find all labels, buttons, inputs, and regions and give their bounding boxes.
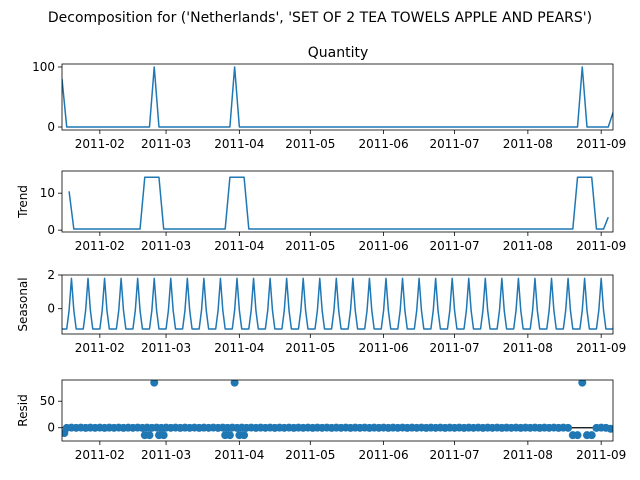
y-axis-label: Resid	[16, 394, 30, 426]
resid-point	[145, 431, 154, 440]
panel-resid: 0 50 2011-02 2011-03 2011-04 2011-05 2011-06 20…	[16, 379, 626, 462]
y-tick-label: 0	[47, 223, 55, 237]
x-tick-label: 2011-09	[576, 137, 626, 151]
x-tick-label: 2011-09	[576, 448, 626, 462]
x-tick-label: 2011-05	[285, 239, 335, 253]
panel-quantity: 0 100 2011-02 2011-03 2011-04 2011-05 2011-06 2…	[32, 60, 626, 151]
resid-point	[606, 424, 613, 433]
plot-area	[68, 176, 609, 230]
plot-area	[62, 380, 613, 440]
resid-point	[150, 380, 159, 387]
x-tick-label: 2011-06	[359, 448, 409, 462]
y-tick-label: 0	[47, 120, 55, 134]
y-tick-label: 2	[47, 268, 55, 282]
x-tick-label: 2011-05	[285, 448, 335, 462]
x-tick-label: 2011-03	[141, 341, 191, 355]
x-tick-label: 2011-05	[285, 137, 335, 151]
panel-trend: 0 10 2011-02 2011-03 2011-04 2011-05 2011-06 20…	[16, 170, 626, 253]
x-tick-label: 2011-08	[503, 239, 553, 253]
plot-area	[62, 277, 613, 330]
x-tick-label: 2011-09	[576, 239, 626, 253]
x-tick-label: 2011-02	[75, 448, 125, 462]
x-tick-label: 2011-02	[75, 341, 125, 355]
y-axis-label: Seasonal	[16, 277, 30, 331]
x-tick-label: 2011-06	[359, 239, 409, 253]
resid-point	[230, 380, 239, 387]
series-line	[68, 176, 609, 230]
x-tick-label: 2011-09	[576, 341, 626, 355]
series-line	[62, 66, 613, 128]
y-tick-label: 10	[40, 186, 55, 200]
x-tick-label: 2011-07	[429, 341, 479, 355]
resid-point	[240, 431, 249, 440]
x-tick-label: 2011-02	[75, 137, 125, 151]
x-tick-label: 2011-03	[141, 137, 191, 151]
x-tick-label: 2011-06	[359, 341, 409, 355]
series-line	[62, 277, 613, 330]
figure-title: Decomposition for ('Netherlands', 'SET O…	[48, 10, 592, 26]
x-tick-label: 2011-07	[429, 448, 479, 462]
y-tick-label: 100	[32, 60, 55, 74]
resid-point	[564, 423, 573, 432]
x-tick-label: 2011-04	[214, 341, 264, 355]
axes-frame	[61, 63, 614, 131]
x-tick-label: 2011-03	[141, 239, 191, 253]
quantity-panel-title: Quantity	[308, 45, 369, 61]
y-tick-label: 0	[47, 421, 55, 435]
x-tick-label: 2011-06	[359, 137, 409, 151]
resid-point	[578, 380, 587, 387]
y-axis-label: Trend	[16, 185, 30, 219]
resid-point	[159, 431, 168, 440]
x-tick-label: 2011-04	[214, 448, 264, 462]
x-tick-label: 2011-04	[214, 239, 264, 253]
x-tick-label: 2011-08	[503, 448, 553, 462]
x-tick-label: 2011-05	[285, 341, 335, 355]
axes-frame	[61, 170, 614, 233]
resid-point	[587, 431, 596, 440]
x-tick-label: 2011-03	[141, 448, 191, 462]
resid-point	[225, 431, 234, 440]
resid-point	[62, 429, 69, 438]
panel-seasonal: 0 2 2011-02 2011-03 2011-04 2011-05 2011-06 201…	[16, 268, 626, 355]
x-tick-label: 2011-08	[503, 137, 553, 151]
x-tick-label: 2011-07	[429, 137, 479, 151]
axes-frame	[61, 379, 614, 442]
x-tick-label: 2011-02	[75, 239, 125, 253]
x-tick-label: 2011-08	[503, 341, 553, 355]
resid-point	[573, 431, 582, 440]
x-tick-label: 2011-04	[214, 137, 264, 151]
x-tick-label: 2011-07	[429, 239, 479, 253]
y-tick-label: 0	[47, 302, 55, 316]
y-tick-label: 50	[40, 394, 55, 408]
axes-frame	[61, 274, 614, 335]
plot-area	[62, 66, 613, 128]
